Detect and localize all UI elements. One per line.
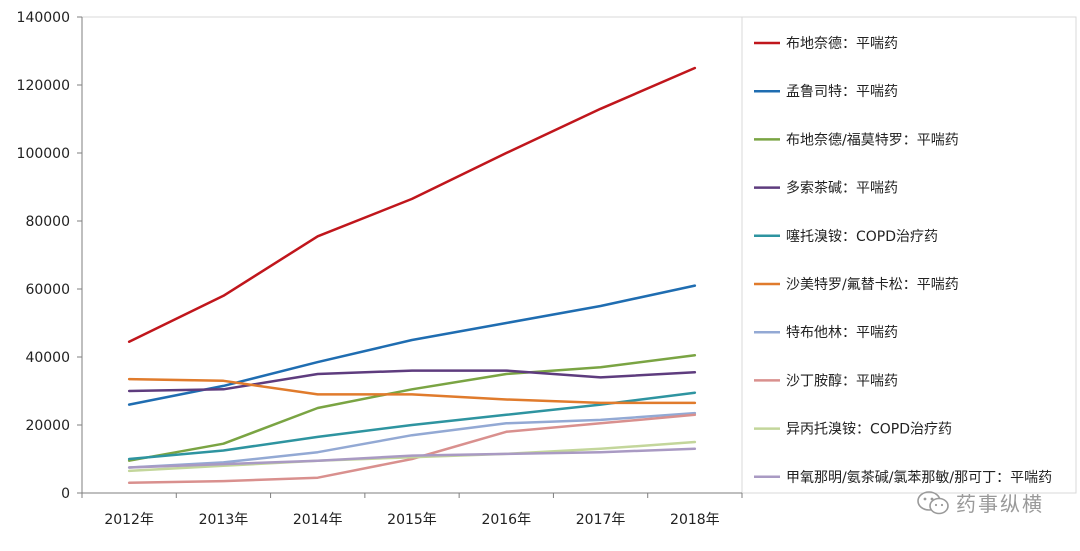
- series-line-7: [127, 411, 697, 469]
- y-tick-label: 40000: [25, 350, 70, 366]
- y-tick-label: 120000: [17, 78, 70, 94]
- legend-box: [741, 16, 1077, 494]
- x-tick-label: 2014年: [293, 512, 343, 528]
- y-tick-label: 60000: [25, 282, 70, 298]
- watermark-text: 药事纵横: [956, 492, 1044, 516]
- series-line-5: [127, 391, 697, 461]
- legend-label-6: 沙美特罗/氟替卡松：平喘药: [786, 276, 959, 293]
- legend-label-5: 噻托溴铵：COPD治疗药: [786, 228, 938, 245]
- legend-label-1: 布地奈德：平喘药: [786, 35, 898, 52]
- y-tick-label: 0: [61, 486, 70, 502]
- x-tick-label: 2016年: [481, 512, 531, 528]
- y-tick-label: 20000: [25, 418, 70, 434]
- series-line-4: [127, 369, 697, 393]
- y-tick-label: 140000: [17, 10, 70, 26]
- series-line-6: [127, 377, 697, 405]
- legend-label-9: 异丙托溴铵：COPD治疗药: [786, 422, 952, 438]
- legend-label-8: 沙丁胺醇：平喘药: [786, 372, 898, 389]
- series-line-1: [127, 66, 697, 343]
- series-line-8: [127, 413, 697, 485]
- series-line-9: [127, 440, 697, 473]
- y-tick-label: 100000: [17, 146, 70, 162]
- legend-label-2: 孟鲁司特：平喘药: [786, 83, 898, 100]
- x-tick-label: 2013年: [199, 512, 249, 528]
- legend-label-4: 多索茶碱：平喘药: [786, 180, 898, 197]
- x-tick-label: 2012年: [104, 512, 154, 528]
- series-line-2: [127, 284, 697, 406]
- series-line-3: [127, 354, 697, 462]
- wechat-icon: [917, 490, 949, 514]
- plot-area: [81, 16, 743, 494]
- x-tick-label: 2018年: [670, 512, 720, 528]
- watermark: 药事纵横: [916, 488, 1044, 517]
- legend-label-10: 甲氧那明/氨茶碱/氯苯那敏/那可丁：平喘药: [786, 469, 1052, 486]
- x-tick-label: 2015年: [387, 512, 437, 528]
- legend-label-3: 布地奈德/福莫特罗：平喘药: [786, 131, 959, 148]
- y-tick-label: 80000: [25, 214, 70, 230]
- series-line-10: [127, 447, 697, 469]
- legend-label-7: 特布他林：平喘药: [786, 324, 898, 341]
- x-tick-label: 2017年: [576, 512, 626, 528]
